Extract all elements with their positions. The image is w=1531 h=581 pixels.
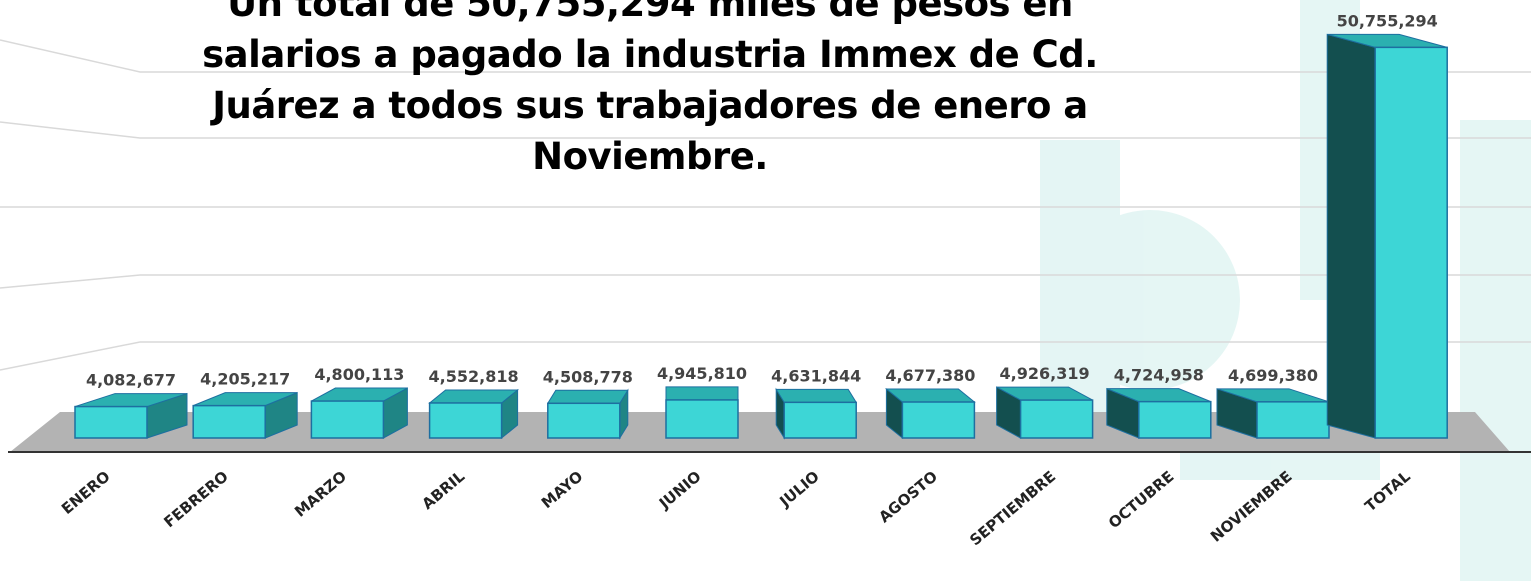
x-tick-label: OCTUBRE xyxy=(1105,467,1177,532)
value-label: 4,800,113 xyxy=(314,365,404,384)
value-label: 4,552,818 xyxy=(429,367,519,386)
bar xyxy=(1216,388,1330,439)
value-label: 4,205,217 xyxy=(200,370,290,389)
x-tick-label: SEPTIEMBRE xyxy=(966,467,1059,549)
x-tick-label: FEBRERO xyxy=(160,467,231,531)
value-label: 4,508,778 xyxy=(543,367,633,386)
x-tick-label: MAYO xyxy=(538,467,586,512)
bar xyxy=(192,391,298,439)
bar xyxy=(665,386,739,439)
bar xyxy=(775,387,858,440)
x-tick-label: AGOSTO xyxy=(875,467,941,526)
value-label: 50,755,294 xyxy=(1337,11,1438,30)
bar-top xyxy=(884,388,976,403)
bar-front xyxy=(901,401,976,439)
bar-front xyxy=(547,402,621,439)
value-label: 4,699,380 xyxy=(1228,366,1318,385)
bar-front xyxy=(1138,400,1212,439)
bar xyxy=(1326,33,1448,439)
bar-front xyxy=(1374,46,1448,439)
bar-top xyxy=(665,386,739,401)
value-label: 4,677,380 xyxy=(885,366,975,385)
grid-lines xyxy=(0,39,1531,371)
value-label: 4,724,958 xyxy=(1114,366,1204,385)
bar-front xyxy=(74,405,148,439)
bar-top xyxy=(546,389,629,404)
x-tick-label: JUNIO xyxy=(655,467,705,513)
value-label: 4,631,844 xyxy=(771,366,861,385)
x-tick-label: ENERO xyxy=(58,467,114,518)
bar xyxy=(996,386,1094,439)
bar xyxy=(884,387,976,440)
value-label: 4,945,810 xyxy=(657,364,747,383)
bar-top xyxy=(428,389,520,404)
bar-front xyxy=(1019,399,1094,439)
bar xyxy=(428,388,520,440)
chart-title: Un total de 50,755,294 miles de pesos en… xyxy=(202,0,1098,178)
bar xyxy=(1106,387,1212,439)
bar-front xyxy=(428,402,503,439)
bar xyxy=(546,388,629,440)
x-tick-label: MARZO xyxy=(291,467,350,520)
bar-front xyxy=(1256,401,1330,439)
bar-side xyxy=(1326,33,1376,439)
bar-front xyxy=(783,401,857,439)
value-label: 4,082,677 xyxy=(86,371,176,390)
bar xyxy=(74,392,188,439)
bar-top xyxy=(775,388,858,403)
value-label: 4,926,319 xyxy=(1000,364,1090,383)
bar-front xyxy=(665,399,739,439)
bar-front xyxy=(310,400,385,439)
bar xyxy=(310,387,408,439)
x-tick-label: JULIO xyxy=(775,467,822,511)
x-tick-label: ABRIL xyxy=(419,467,469,513)
bar-front xyxy=(192,404,266,439)
